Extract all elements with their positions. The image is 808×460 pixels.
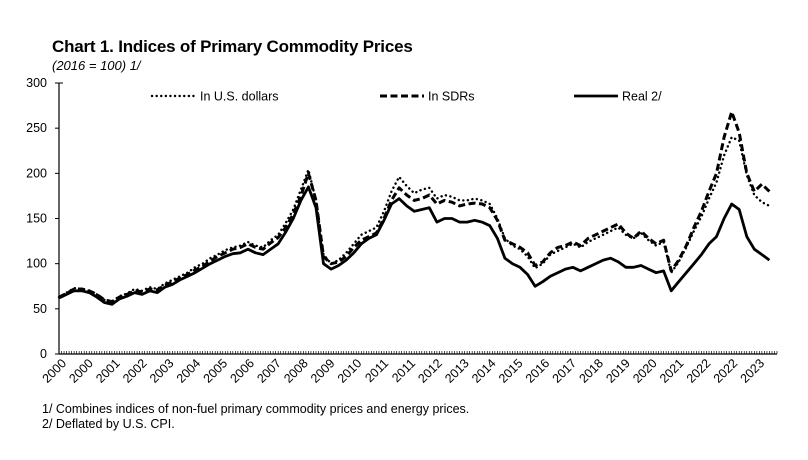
x-tick-label: 2003 — [147, 356, 177, 386]
x-tick-label: 2008 — [281, 356, 311, 386]
x-tick-label: 2011 — [362, 356, 391, 385]
x-tick-label: 2005 — [201, 356, 231, 386]
x-tick-label: 2007 — [254, 356, 284, 386]
y-axis-ticks: 0 50 100 150 200 250 300 — [26, 76, 59, 361]
line-chart: 0 50 100 150 200 250 300 200020002001200220032… — [26, 76, 778, 386]
x-tick-label: 2018 — [576, 356, 606, 386]
x-tick-label: 2023 — [738, 356, 768, 386]
x-tick-label: 2019 — [603, 356, 633, 386]
series-line-dashed — [58, 110, 771, 304]
axes — [58, 82, 777, 355]
legend-label: In SDRs — [428, 90, 475, 104]
x-tick-label: 2011 — [389, 356, 418, 385]
x-tick-label: 2009 — [308, 356, 338, 386]
x-tick-label: 2022 — [711, 356, 741, 386]
x-tick-label: 2022 — [684, 356, 714, 386]
x-tick-label: 2013 — [442, 356, 472, 386]
footnote-1: 1/ Combines indices of non-fuel primary … — [42, 402, 470, 416]
chart-title: Chart 1. Indices of Primary Commodity Pr… — [52, 37, 413, 56]
x-tick-label: 2020 — [630, 356, 660, 386]
x-tick-label: 2017 — [550, 356, 580, 386]
y-tick-label: 150 — [26, 212, 47, 226]
chart-subtitle: (2016 = 100) 1/ — [52, 58, 141, 73]
x-tick-label: 2004 — [174, 356, 204, 386]
y-tick-label: 200 — [26, 166, 47, 180]
x-tick-label: 2016 — [523, 356, 553, 386]
series-line-solid — [58, 185, 771, 306]
footnote-2: 2/ Deflated by U.S. CPI. — [42, 417, 175, 431]
x-tick-label: 2014 — [469, 356, 499, 386]
series-line-dotted — [57, 135, 771, 303]
legend-label: In U.S. dollars — [200, 90, 279, 104]
series-lines — [57, 110, 771, 306]
y-tick-label: 300 — [26, 76, 47, 90]
x-tick-label: 2001 — [93, 356, 123, 386]
legend-label: Real 2/ — [622, 90, 662, 104]
x-axis-ticks: 2000200020012002200320042005200620072008… — [40, 351, 778, 386]
x-tick-label: 2012 — [415, 356, 445, 386]
x-tick-label: 2010 — [335, 356, 365, 386]
x-tick-label: 2015 — [496, 356, 526, 386]
y-tick-label: 0 — [40, 347, 47, 361]
y-tick-label: 250 — [26, 121, 47, 135]
y-tick-label: 50 — [33, 302, 47, 316]
x-tick-label: 2021 — [657, 356, 687, 386]
y-tick-label: 100 — [26, 257, 47, 271]
legend: In U.S. dollars In SDRs Real 2/ — [150, 90, 662, 104]
x-tick-label: 2006 — [227, 356, 257, 386]
x-tick-label: 2000 — [66, 356, 96, 386]
x-tick-label: 2002 — [120, 356, 150, 386]
